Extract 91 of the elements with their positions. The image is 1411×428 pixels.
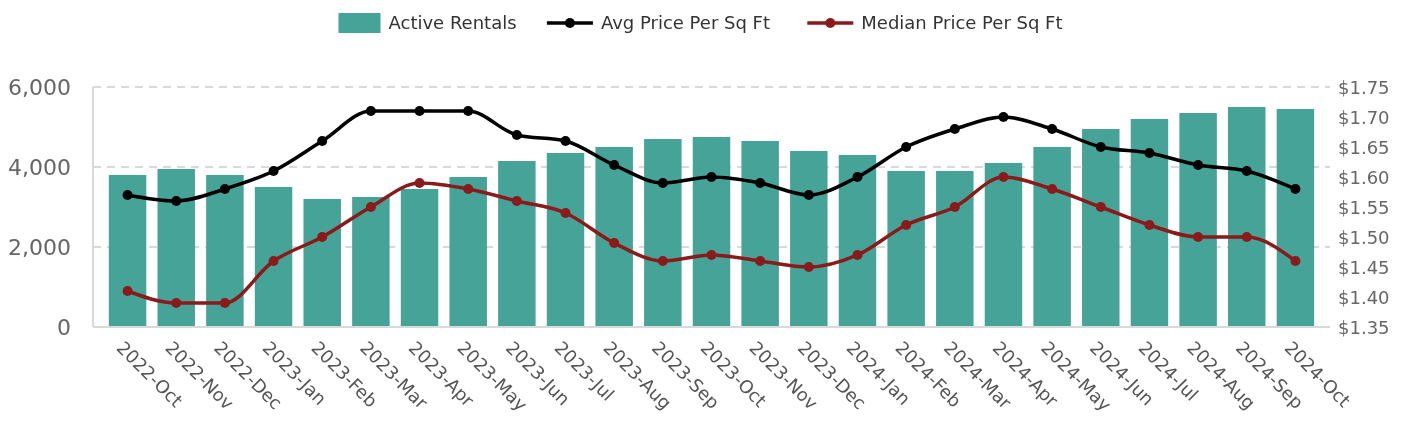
legend-label: Avg Price Per Sq Ft: [600, 12, 770, 33]
y2-tick-label: $1.75: [1338, 77, 1390, 98]
bar: [157, 169, 195, 327]
point: [268, 166, 279, 176]
bar: [108, 175, 147, 327]
y2-tick-label: $1.65: [1338, 137, 1390, 158]
point: [706, 172, 717, 182]
bar: [1130, 119, 1169, 327]
point: [1193, 160, 1204, 170]
point: [511, 196, 522, 206]
point: [706, 250, 717, 260]
y2-tick-label: $1.55: [1338, 197, 1390, 218]
point: [901, 220, 912, 230]
point: [1193, 232, 1204, 242]
point: [1095, 142, 1106, 152]
point: [1047, 184, 1058, 194]
point: [1241, 166, 1252, 176]
point: [852, 172, 863, 182]
point: [1095, 202, 1106, 212]
point: [365, 106, 376, 116]
point: [1290, 256, 1301, 266]
point: [219, 298, 230, 308]
bar: [595, 147, 633, 327]
point: [463, 106, 474, 116]
point: [414, 106, 425, 116]
bar: [741, 141, 779, 327]
bar: [1082, 129, 1120, 327]
bar: [1276, 109, 1315, 327]
point: [122, 286, 133, 296]
point: [171, 298, 182, 308]
bar: [692, 137, 731, 327]
bar: [352, 197, 390, 327]
legend-label: Active Rentals: [388, 12, 517, 33]
point: [998, 112, 1009, 122]
y-tick-label: 0: [57, 315, 71, 340]
point: [609, 160, 620, 170]
point: [560, 208, 571, 218]
point: [1047, 124, 1058, 134]
y2-tick-label: $1.50: [1338, 227, 1390, 248]
point: [998, 172, 1009, 182]
point: [414, 178, 425, 188]
point: [511, 130, 522, 140]
point: [1144, 220, 1155, 230]
y2-tick-label: $1.70: [1338, 107, 1390, 128]
point: [365, 202, 376, 212]
y2-tick-label: $1.35: [1338, 317, 1390, 338]
y2-tick-label: $1.45: [1338, 257, 1390, 278]
point: [219, 184, 230, 194]
point: [803, 190, 814, 200]
point: [1144, 148, 1155, 158]
point: [657, 178, 668, 188]
y2-tick-label: $1.60: [1338, 167, 1390, 188]
point: [1241, 232, 1252, 242]
point: [317, 232, 328, 242]
point: [609, 238, 620, 248]
y-tick-label: 6,000: [8, 75, 71, 100]
y2-tick-label: $1.40: [1338, 287, 1390, 308]
point: [949, 202, 960, 212]
bar: [303, 199, 341, 327]
point: [755, 256, 766, 266]
point: [463, 184, 474, 194]
point: [949, 124, 960, 134]
bar: [498, 161, 536, 327]
point: [560, 136, 571, 146]
point: [268, 256, 279, 266]
point: [317, 136, 328, 146]
bar: [790, 151, 828, 327]
legend-label: Median Price Per Sq Ft: [861, 12, 1063, 33]
point: [803, 262, 814, 272]
bar: [1228, 107, 1266, 327]
bar: [887, 171, 925, 327]
bar: [254, 187, 293, 327]
bar: [1179, 113, 1217, 327]
point: [901, 142, 912, 152]
y-tick-label: 4,000: [8, 155, 71, 180]
y-tick-label: 2,000: [8, 235, 71, 260]
bar: [546, 153, 585, 327]
bar: [936, 171, 974, 327]
point: [122, 190, 133, 200]
point: [1290, 184, 1301, 194]
bar: [984, 163, 1023, 327]
bar: [206, 175, 244, 327]
bar: [400, 189, 439, 327]
bar: [449, 177, 487, 327]
bar: [644, 139, 682, 327]
bar: [838, 155, 877, 327]
point: [657, 256, 668, 266]
point: [171, 196, 182, 206]
bar: [1033, 147, 1071, 327]
point: [852, 250, 863, 260]
point: [755, 178, 766, 188]
